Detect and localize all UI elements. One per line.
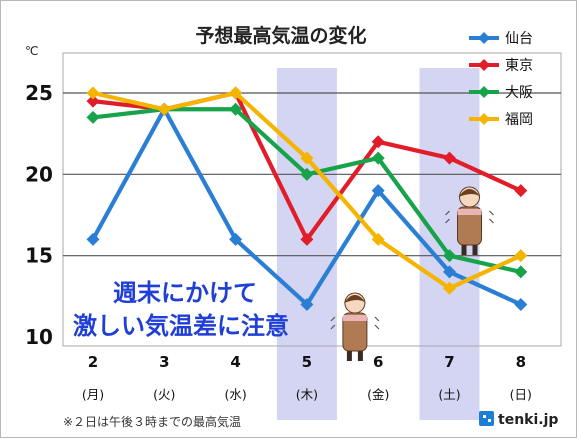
data-point [300,167,314,181]
data-point [443,151,456,165]
data-point [371,232,385,246]
data-point [371,151,385,165]
data-point [514,265,528,279]
legend-label: 福岡 [505,112,533,128]
person-scarf [342,315,367,321]
data-point [371,184,385,198]
data-point [157,102,171,116]
data-point [300,151,314,165]
data-point [514,297,528,311]
x-tick-day: 3 [159,353,169,371]
x-tick-day: 7 [444,353,454,371]
person-leg [461,245,467,255]
person-shiver-marks [445,210,494,224]
x-tick-weekday: (月) [82,387,104,402]
y-tick-label: 20 [25,162,53,186]
y-tick-label: 15 [25,244,53,268]
tenki-logo-mark-dot [488,419,491,422]
legend-item: 大阪 [469,85,533,101]
person-illustration-sat [445,186,494,255]
person-leg [357,351,363,361]
data-point [86,110,100,124]
tenki-logo[interactable]: tenki.jp [479,411,558,428]
data-point [514,249,528,263]
legend-label: 大阪 [505,85,533,101]
x-tick-day: 6 [373,353,383,371]
x-tick-day: 2 [88,353,98,371]
data-point [86,232,100,246]
y-axis-unit: ℃ [25,44,38,58]
data-point [443,281,456,295]
x-tick-weekday: (水) [224,387,246,402]
x-tick-weekday: (金) [367,387,389,402]
data-point [86,86,100,100]
data-point [86,94,100,108]
person-leg [472,245,478,255]
person-hair [458,189,481,197]
callout-line-2: 激しい気温差に注意 [73,312,289,340]
legend-label: 東京 [505,58,533,74]
legend-item: 福岡 [469,112,533,128]
callout: 週末にかけて 激しい気温差に注意 [73,279,289,340]
legend-swatch-marker [478,113,490,125]
legend-swatch-marker [478,86,490,98]
data-point [300,232,314,246]
data-point [229,232,243,246]
footnote: ※２日は午後３時までの最高気温 [63,414,241,429]
x-tick-day: 4 [230,353,240,371]
person-scarf [457,209,482,215]
person-shiver-marks [330,316,380,330]
data-point [300,297,314,311]
callout-line-1: 週末にかけて [113,279,257,307]
y-tick-label: 10 [25,325,53,349]
plot-frame [62,52,562,347]
person-hair [343,295,366,303]
x-tick-day: 5 [302,353,312,371]
data-point [229,86,243,100]
data-point [443,265,456,279]
legend-swatch-marker [478,59,490,71]
x-tick-weekday: (日) [510,387,532,402]
tenki-logo-mark [479,411,494,426]
legend-item: 仙台 [469,31,533,47]
x-tick-day: 8 [516,353,526,371]
data-point [371,135,385,149]
data-point [443,249,456,263]
chart-title: 予想最高気温の変化 [195,24,366,47]
x-tick-weekday: (火) [153,387,175,402]
data-point [514,184,528,198]
person-illustration-thu [330,292,380,361]
x-tick-weekday: (土) [438,387,460,402]
x-tick-weekday: (木) [296,387,318,402]
data-point [229,102,243,116]
person-leg [346,351,352,361]
legend-label: 仙台 [505,31,533,47]
tenki-logo-mark-dot [483,415,486,418]
tenki-logo-text: tenki.jp [498,412,558,428]
legend-item: 東京 [469,58,533,74]
series-福岡 [86,86,528,295]
y-tick-label: 25 [25,81,53,105]
legend-swatch-marker [478,32,490,44]
